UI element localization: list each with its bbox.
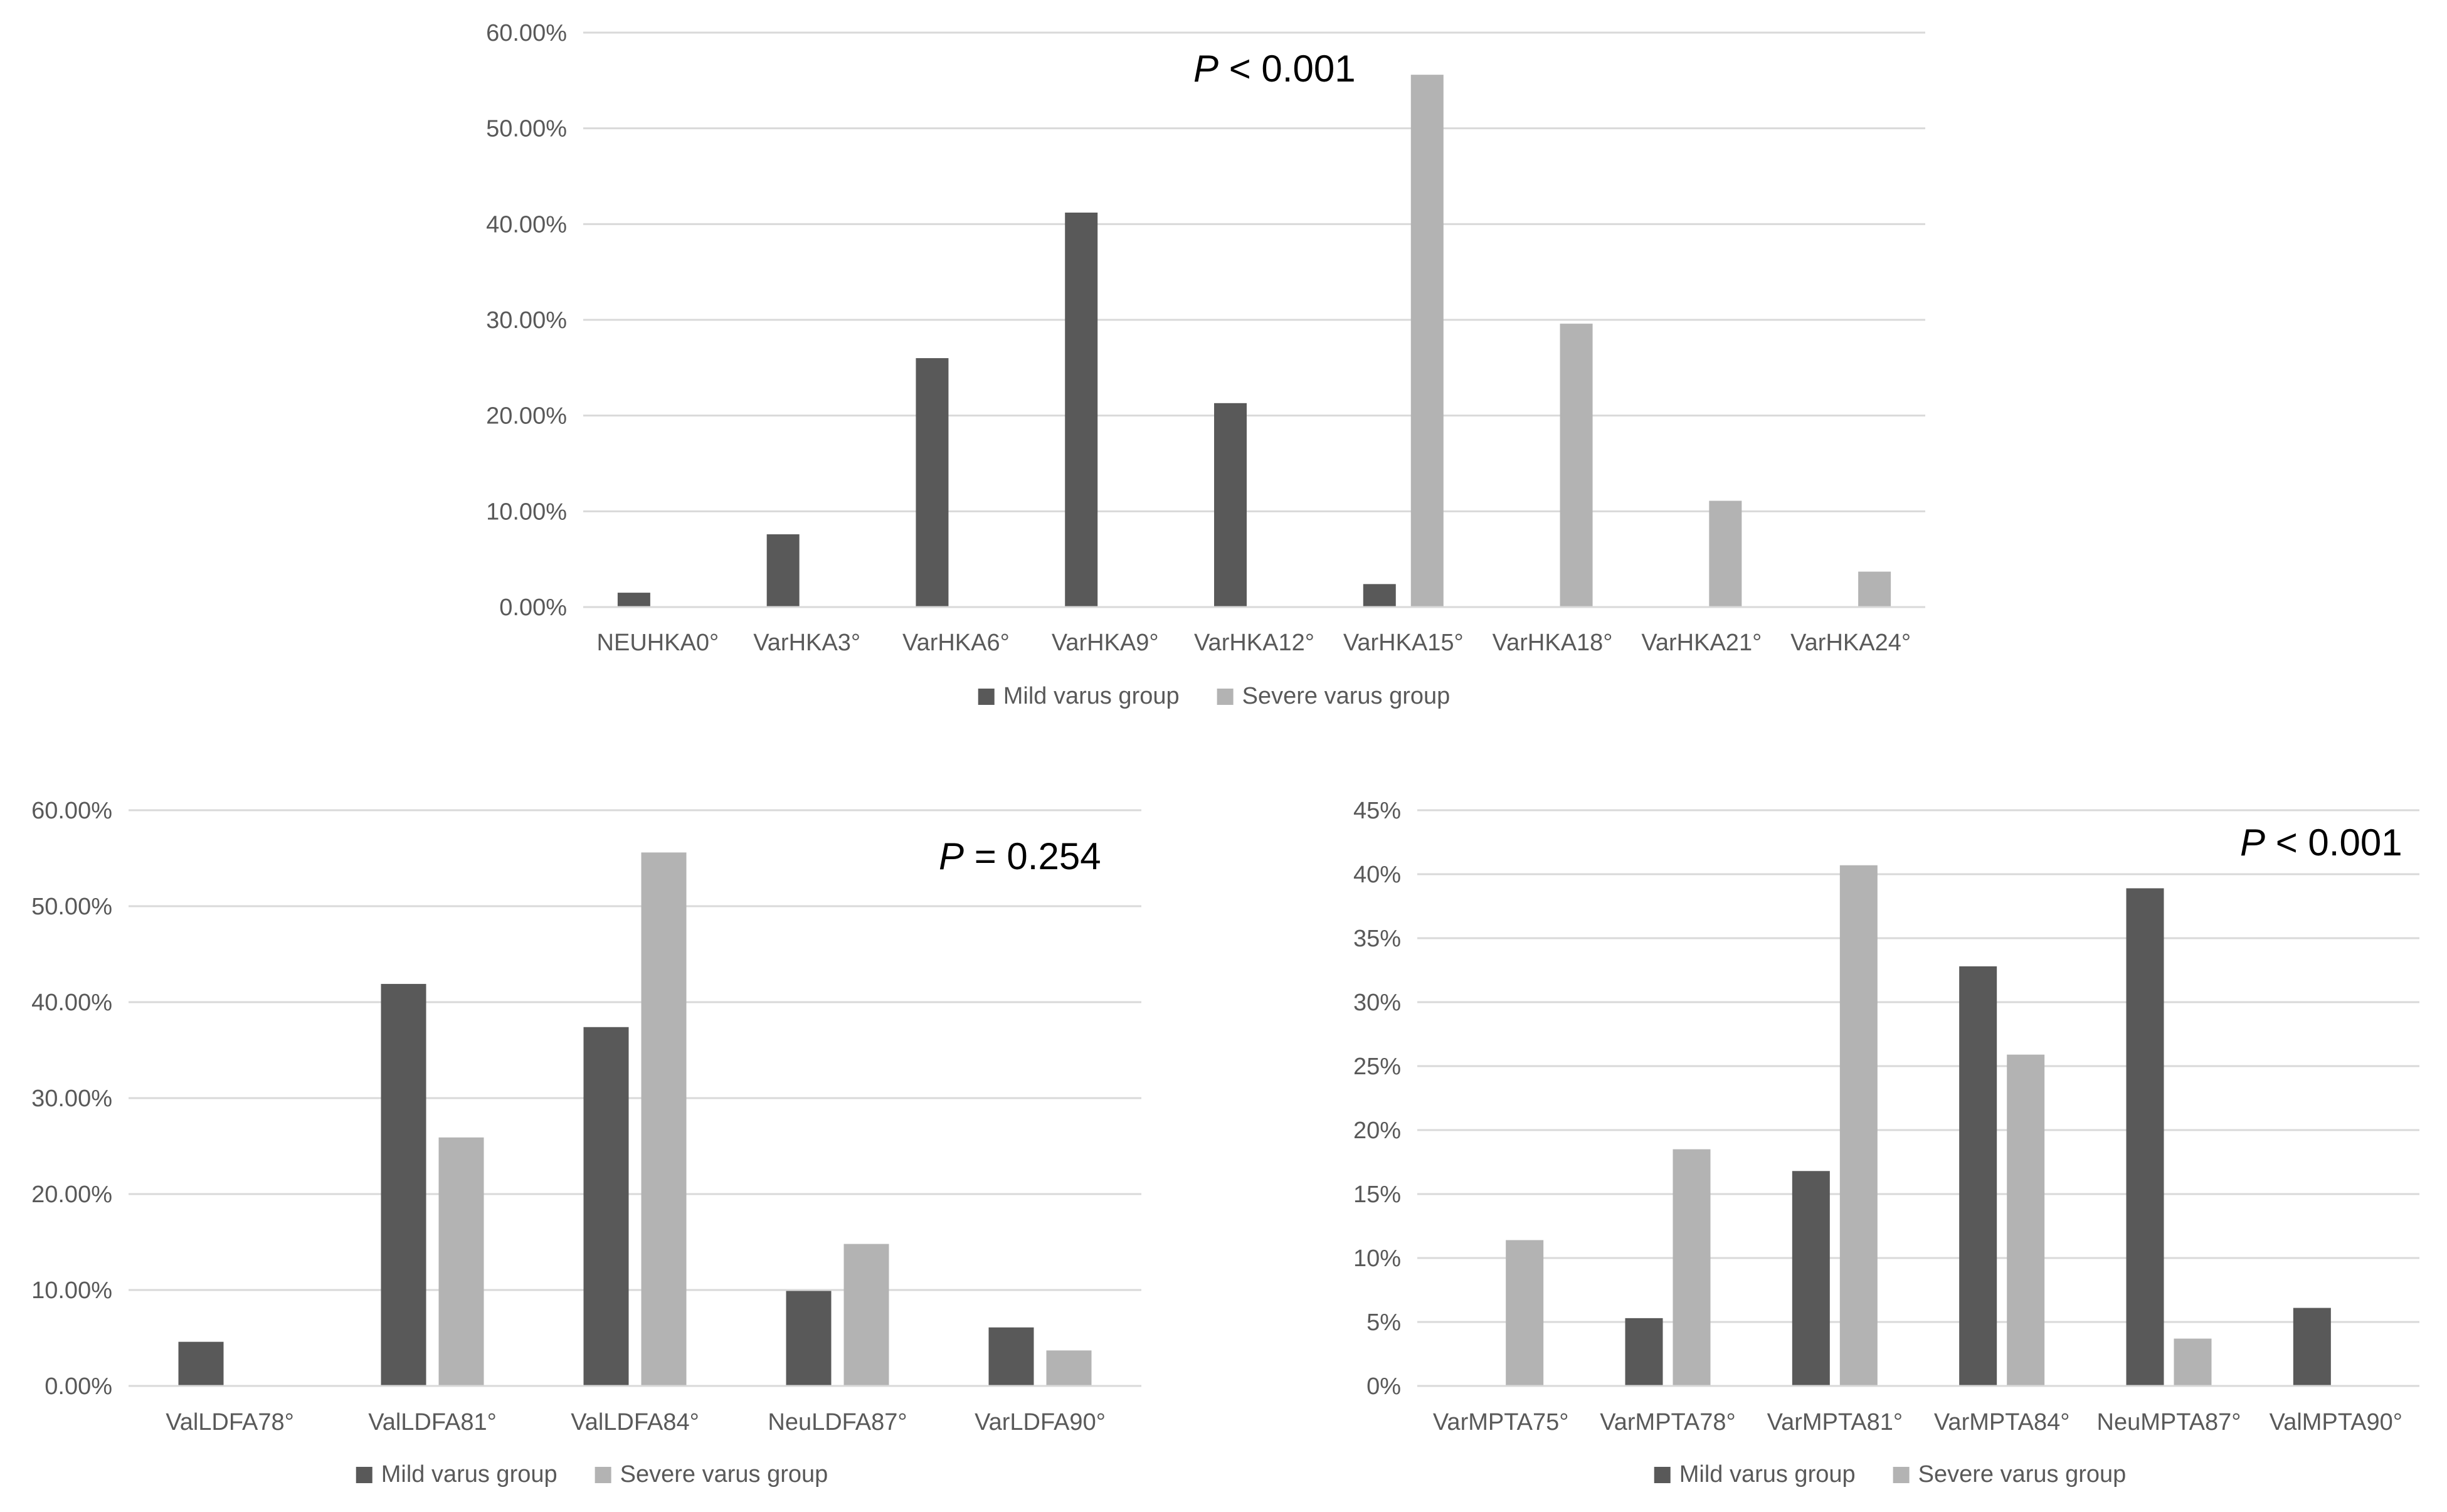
bar-mild [2126, 888, 2164, 1386]
y-tick-label: 40.00% [31, 990, 112, 1016]
x-tick-label: VarMPTA81° [1767, 1409, 1903, 1435]
legend-label-mild: Mild varus group [1679, 1461, 1856, 1488]
bar-mild [2293, 1308, 2331, 1386]
y-tick-label: 60.00% [486, 20, 567, 46]
legend-swatch-severe [1893, 1467, 1910, 1483]
y-tick-label: 40% [1353, 862, 1401, 888]
x-tick-label: VarMPTA75° [1433, 1409, 1569, 1435]
legend-swatch-severe [595, 1467, 611, 1483]
bar-severe [641, 852, 687, 1386]
legend-label-severe: Severe varus group [1242, 683, 1451, 709]
y-tick-label: 15% [1353, 1182, 1401, 1208]
bar-mild [1065, 213, 1098, 608]
y-tick-label: 30.00% [31, 1086, 112, 1112]
legend: Mild varus group Severe varus group [356, 1461, 828, 1488]
y-tick-label: 50.00% [31, 894, 112, 920]
x-tick-label: VarHKA15° [1343, 630, 1464, 656]
legend-swatch-mild [1654, 1467, 1671, 1483]
x-tick-label: VarLDFA90° [975, 1409, 1106, 1435]
y-tick-label: 0.00% [45, 1373, 112, 1400]
y-tick-label: 45% [1353, 798, 1401, 824]
bar-mild [1959, 966, 1997, 1386]
x-tick-label: VarHKA24° [1790, 630, 1911, 656]
legend-swatch-mild [978, 689, 995, 705]
x-tick-label: ValLDFA84° [571, 1409, 699, 1435]
y-tick-label: 50.00% [486, 116, 567, 142]
y-tick-label: 25% [1353, 1054, 1401, 1080]
bar-severe [2007, 1054, 2045, 1386]
bar-severe [1560, 324, 1593, 607]
hka-chart: 0.00% 10.00% 20.00% 30.00% 40.00% 50.00% 60.00… [486, 20, 1925, 709]
x-tick-label: NeuLDFA87° [768, 1409, 907, 1435]
bar-severe [1046, 1350, 1092, 1386]
mpta-chart: 0% 5% 10% 15% 20% 25% 30% 35% 40% 45% VarMPTA75° Va… [1353, 798, 2419, 1488]
legend-swatch-mild [356, 1467, 373, 1483]
y-tick-label: 0% [1366, 1373, 1401, 1400]
x-tick-label: VarHKA6° [902, 630, 1010, 656]
bar-severe [2174, 1338, 2212, 1386]
bar-severe [1410, 75, 1444, 607]
x-tick-label: ValLDFA81° [368, 1409, 497, 1435]
x-tick-label: VarMPTA84° [1934, 1409, 2070, 1435]
y-tick-label: 40.00% [486, 211, 567, 238]
x-tick-label: ValMPTA90° [2270, 1409, 2402, 1435]
bar-mild [381, 983, 426, 1386]
x-tick-label: ValLDFA78° [166, 1409, 294, 1435]
x-tick-label: VarHKA9° [1052, 630, 1159, 656]
p-value-annotation: P < 0.001 [1193, 48, 1356, 90]
bar-mild [786, 1291, 832, 1386]
y-tick-label: 30.00% [486, 307, 567, 334]
y-tick-label: 10% [1353, 1245, 1401, 1272]
ldfa-chart: 0.00% 10.00% 20.00% 30.00% 40.00% 50.00% 60.00… [31, 798, 1141, 1488]
bar-severe [1506, 1240, 1544, 1386]
legend-label-mild: Mild varus group [1003, 683, 1180, 709]
y-tick-label: 0.00% [499, 595, 567, 621]
bar-severe [1858, 571, 1891, 607]
y-tick-label: 20% [1353, 1118, 1401, 1144]
y-tick-label: 35% [1353, 926, 1401, 952]
y-tick-label: 10.00% [31, 1277, 112, 1304]
x-tick-label: NeuMPTA87° [2097, 1409, 2241, 1435]
y-tick-label: 30% [1353, 990, 1401, 1016]
p-value-annotation: P < 0.001 [2240, 822, 2402, 864]
legend: Mild varus group Severe varus group [1654, 1461, 2127, 1488]
x-tick-label: VarHKA12° [1194, 630, 1314, 656]
x-tick-label: VarHKA3° [753, 630, 860, 656]
x-tick-label: VarHKA18° [1493, 630, 1613, 656]
x-tick-label: NEUHKA0° [597, 630, 719, 656]
bar-mild [988, 1327, 1034, 1386]
bar-severe [1673, 1149, 1711, 1386]
y-tick-label: 10.00% [486, 499, 567, 525]
bar-mild [1363, 584, 1396, 607]
y-tick-label: 5% [1366, 1309, 1401, 1336]
bar-mild [1625, 1318, 1663, 1386]
legend-label-severe: Severe varus group [620, 1461, 828, 1488]
bar-severe [843, 1244, 889, 1386]
bar-severe [438, 1137, 484, 1386]
bar-mild [583, 1027, 629, 1386]
bar-mild [916, 358, 949, 607]
legend-label-mild: Mild varus group [381, 1461, 558, 1488]
bar-mild [766, 534, 800, 607]
bar-mild [1214, 403, 1247, 607]
p-value-annotation: P = 0.254 [939, 835, 1101, 877]
x-tick-label: VarMPTA78° [1600, 1409, 1736, 1435]
x-tick-label: VarHKA21° [1641, 630, 1762, 656]
bar-mild [1792, 1171, 1830, 1386]
bar-mild [178, 1341, 224, 1386]
y-tick-label: 20.00% [486, 403, 567, 430]
y-tick-label: 60.00% [31, 798, 112, 824]
bar-severe [1839, 865, 1878, 1386]
bar-mild [617, 593, 650, 607]
legend-label-severe: Severe varus group [1918, 1461, 2127, 1488]
y-tick-label: 20.00% [31, 1182, 112, 1208]
legend: Mild varus group Severe varus group [978, 683, 1451, 709]
legend-swatch-severe [1217, 689, 1234, 705]
bar-severe [1709, 500, 1742, 607]
